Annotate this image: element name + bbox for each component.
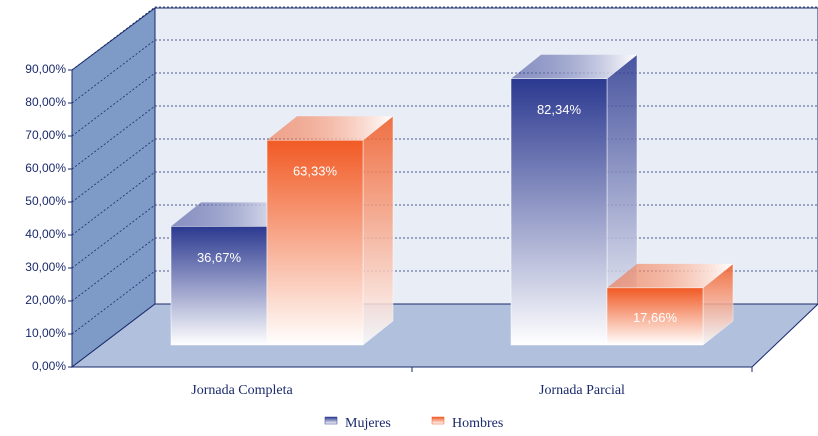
grid-line (71, 6, 156, 71)
bar (606, 287, 704, 346)
bar-top (511, 54, 637, 79)
bar-top (267, 116, 393, 141)
grid-line (71, 105, 156, 170)
legend-swatch (324, 416, 338, 425)
x-tick-label: Jornada Completa (191, 383, 293, 398)
legend-label: Hombres (452, 416, 503, 431)
bar-top (607, 263, 733, 288)
y-tick-label: 10,00% (25, 326, 66, 340)
y-tick-label: 0,00% (32, 359, 66, 373)
y-tick-label: 20,00% (25, 293, 66, 307)
y-tick-label: 40,00% (25, 227, 66, 241)
y-tick-label: 70,00% (25, 128, 66, 142)
grid-line (71, 204, 156, 269)
grid-line (71, 39, 156, 104)
bar (510, 78, 608, 346)
grid-line (71, 72, 156, 137)
legend-swatch (431, 416, 445, 425)
y-tick-label: 30,00% (25, 260, 66, 274)
y-tick-label: 60,00% (25, 161, 66, 175)
legend-label: Mujeres (345, 416, 391, 431)
value-label: 17,66% (633, 310, 678, 325)
bar (170, 226, 268, 346)
y-tick-label: 90,00% (25, 62, 66, 76)
value-label: 82,34% (537, 102, 582, 117)
grid-line (71, 138, 156, 203)
bar (266, 139, 364, 346)
grid-line (71, 237, 156, 302)
value-label: 36,67% (197, 250, 242, 265)
grid-line (71, 270, 156, 335)
y-tick-label: 80,00% (25, 95, 66, 109)
bar-top (171, 202, 297, 227)
grid-line (71, 171, 156, 236)
bar-side (362, 115, 394, 346)
x-tick-label: Jornada Parcial (539, 383, 625, 398)
value-label: 63,33% (293, 164, 338, 179)
y-tick-label: 50,00% (25, 194, 66, 208)
